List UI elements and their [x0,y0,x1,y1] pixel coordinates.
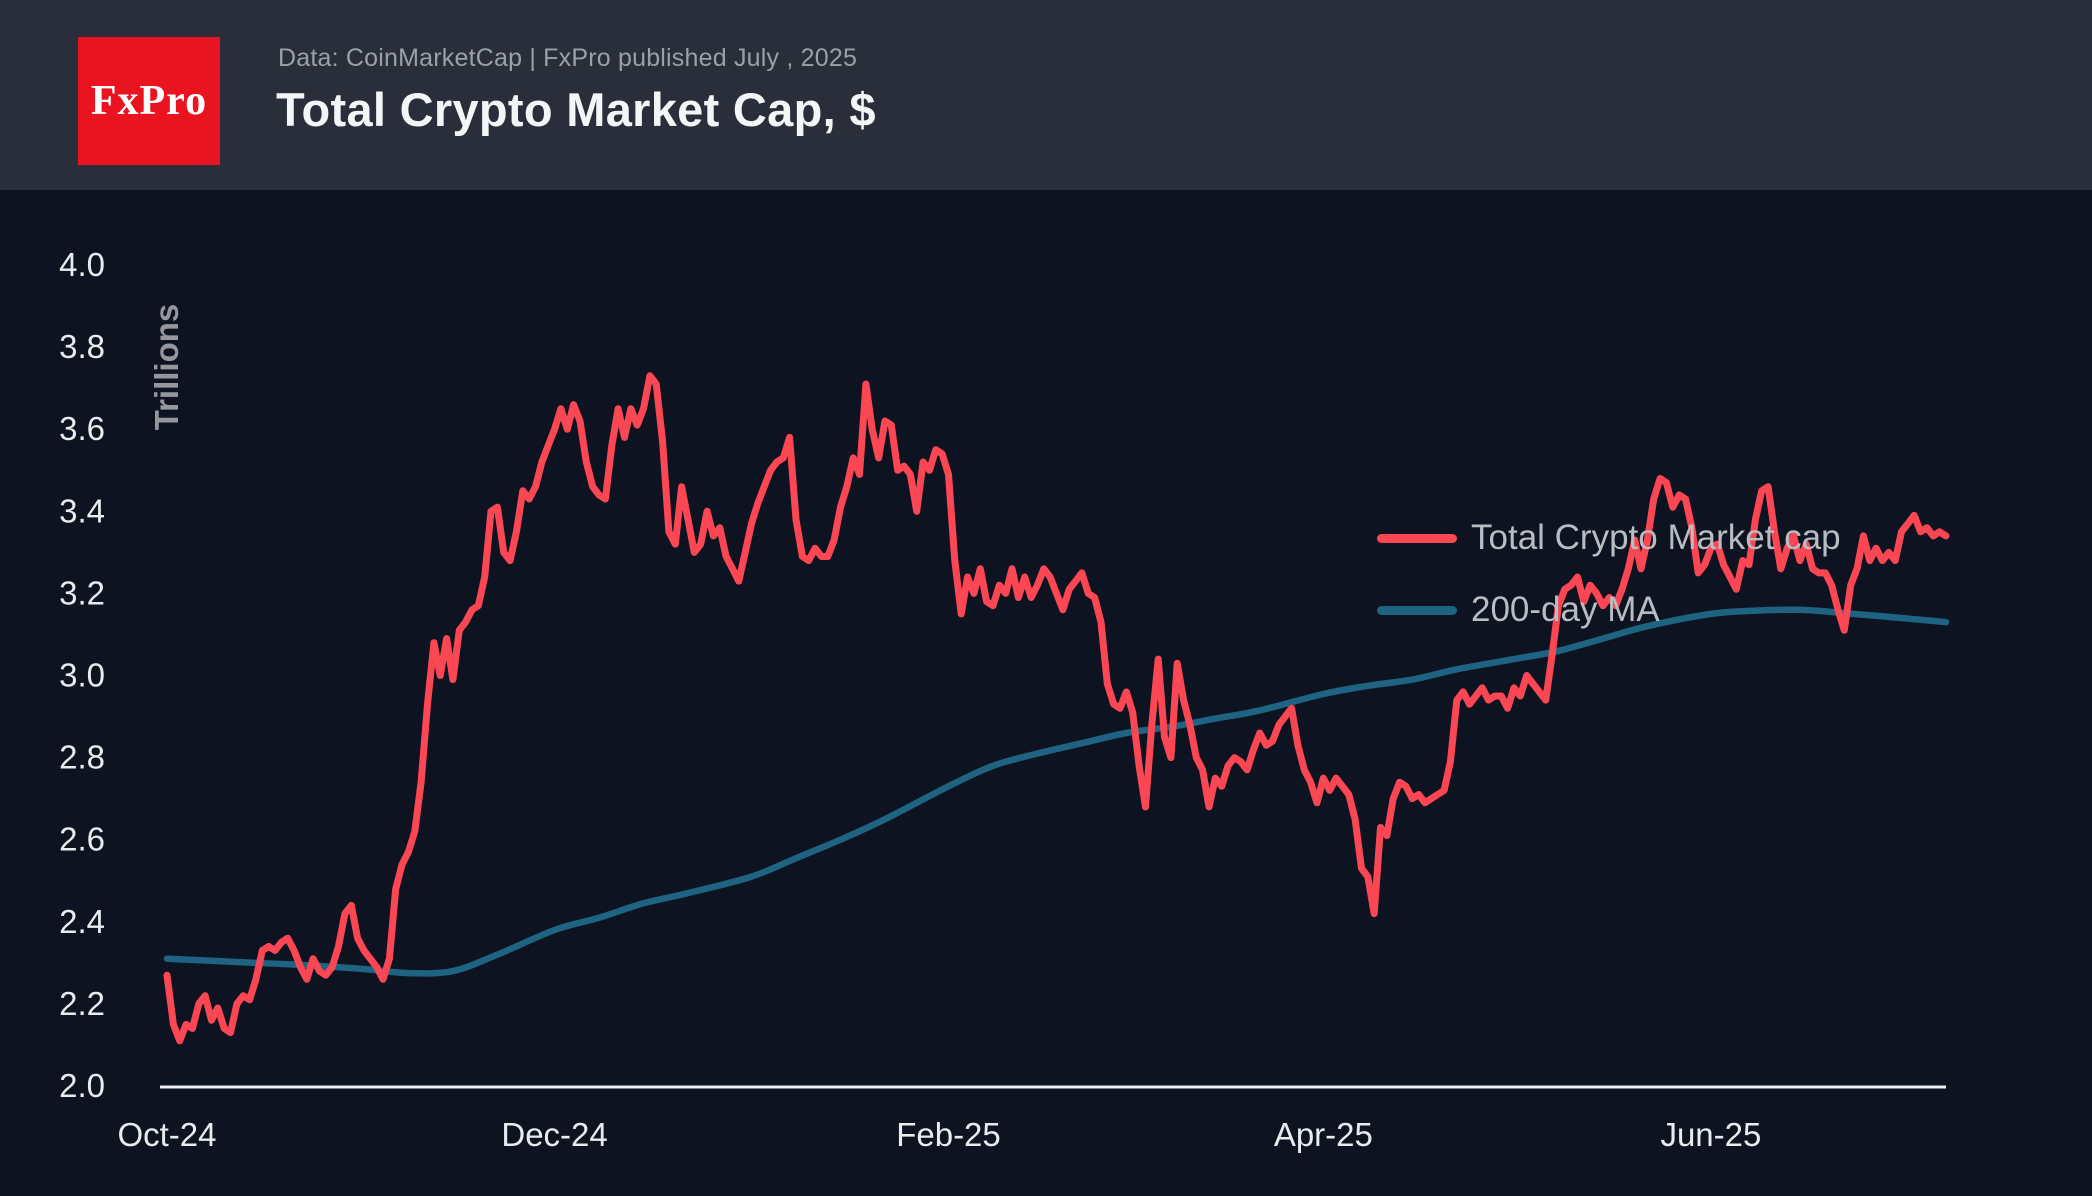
y-tick-label: 3.8 [59,328,105,365]
fxpro-logo: FxPro [78,37,220,165]
legend: Total Crypto Market cap 200-day MA [1377,518,1841,664]
market-cap-line [163,372,1950,1045]
legend-item-market-cap: Total Crypto Market cap [1377,518,1841,557]
legend-label-200d-ma: 200-day MA [1471,590,1660,629]
y-tick-label: 2.2 [59,985,105,1022]
y-axis-title: Trillions [148,304,185,431]
y-tick-label: 2.6 [59,821,105,858]
y-tick-label: 2.4 [59,903,105,940]
data-source-subtitle: Data: CoinMarketCap | FxPro published Ju… [278,44,858,72]
y-tick-label: 3.6 [59,410,105,447]
header: FxPro Data: CoinMarketCap | FxPro publis… [0,0,2092,190]
y-tick-label: 3.2 [59,574,105,611]
market-cap-line-swatch [1377,533,1457,543]
legend-label-market-cap: Total Crypto Market cap [1471,518,1841,557]
ma-200d-line [163,606,1950,977]
legend-item-200d-ma: 200-day MA [1377,590,1841,629]
ma-line-swatch [1377,605,1457,615]
y-tick-label: 2.8 [59,739,105,776]
page-title: Total Crypto Market Cap, $ [276,83,876,136]
x-tick-label: Feb-25 [896,1116,1001,1153]
chart-area: 2.0 2.2 2.4 2.6 2.8 3.0 3.2 3.4 3.6 3.8 4.0 Oct-24 D… [0,190,2092,1196]
fxpro-logo-text: FxPro [90,78,208,124]
y-tick-label: 2.0 [59,1067,105,1104]
x-tick-label: Dec-24 [501,1116,607,1153]
y-tick-label: 3.0 [59,657,105,694]
chart-canvas: 2.0 2.2 2.4 2.6 2.8 3.0 3.2 3.4 3.6 3.8 4.0 Oct-24 D… [59,246,1950,1153]
y-tick-label: 4.0 [59,246,105,283]
x-tick-label: Jun-25 [1660,1116,1761,1153]
y-tick-label: 3.4 [59,492,105,529]
x-tick-label: Apr-25 [1274,1116,1373,1153]
x-tick-label: Oct-24 [117,1116,216,1153]
